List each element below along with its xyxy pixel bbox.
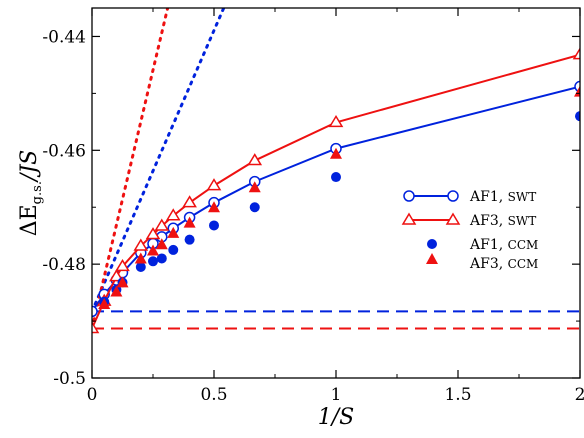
x-axis-title: 1/S [318, 405, 354, 430]
series-af3-ccm-point [134, 252, 147, 264]
series-af3-swt-point [109, 269, 124, 282]
legend-marker-af1-swt-left [403, 190, 415, 202]
series-af1-ccm-point [184, 234, 195, 245]
series-af3-swt-point [133, 238, 149, 251]
series-af3-ccm-point [183, 216, 196, 228]
legend: AF1, SWT AF3, SWT AF1, CCM AF3, CCM [401, 189, 538, 272]
series-af1-ccm-point [575, 111, 580, 122]
legend-entry-af3-ccm: AF3, CCM [426, 253, 538, 272]
legend-label-af1-ccm: AF1, CCM [469, 237, 538, 253]
x-tick-label: 2 [575, 385, 584, 405]
axis-ticks: 0 0.5 1 1.5 2 -0.5 -0.48 -0.46 -0.44 [42, 8, 584, 405]
series-af3-swt-point [206, 178, 222, 191]
series-af3-ccm-point [574, 85, 580, 97]
legend-marker-af3-ccm [426, 253, 438, 264]
legend-marker-af1-swt-right [447, 190, 459, 202]
series-af3-swt-point [247, 153, 263, 166]
y-axis-title-tail: /JS [17, 150, 42, 183]
series-af1-swt-point [92, 305, 98, 318]
reference-lines [92, 8, 580, 330]
y-axis-title-group: ΔEg.s./JS [17, 150, 45, 237]
series-af3-ccm-point [248, 181, 261, 193]
y-tick-label: -0.5 [53, 369, 86, 389]
legend-label-af3-ccm: AF3, CCM [469, 256, 538, 272]
dotted-reference-line [92, 8, 170, 330]
series-af3-swt-point [165, 208, 181, 221]
series-layer [92, 47, 580, 334]
legend-marker-af1-ccm [427, 239, 437, 249]
x-tick-label: 0.5 [200, 385, 227, 405]
series-af3-swt-point [328, 114, 344, 128]
legend-entry-af1-swt: AF1, SWT [403, 189, 536, 205]
series-af3-swt-point [572, 47, 580, 60]
series-af1-ccm-point [156, 253, 167, 264]
series-af1-ccm-point [148, 256, 158, 267]
series-af3-ccm-point [116, 276, 129, 288]
series-af3-ccm-point [155, 238, 168, 250]
legend-marker-af3-swt-left [401, 212, 417, 225]
series-af3-ccm-point [330, 147, 342, 159]
series-af3-ccm-point [147, 244, 159, 256]
series-af3-swt-point [182, 195, 197, 208]
series-af3-swt-point [145, 227, 161, 240]
series-af3-swt-point [115, 258, 130, 272]
legend-entry-af3-swt: AF3, SWT [401, 212, 536, 229]
dotted-reference-line [92, 8, 226, 313]
y-axis-title: ΔEg.s./JS [17, 150, 45, 237]
series-af3-swt-point [154, 218, 170, 231]
series-af3-ccm-point [208, 201, 220, 213]
y-tick-label: -0.46 [42, 141, 86, 161]
series-af3-ccm-point [98, 298, 111, 309]
y-axis-title-main: ΔE [17, 204, 42, 236]
x-tick-label: 1 [331, 385, 342, 405]
series-af3-ccm-point [110, 285, 123, 297]
y-axis-title-sub: g.s. [30, 181, 45, 204]
legend-entry-af1-ccm: AF1, CCM [427, 237, 538, 253]
legend-label-af1-swt: AF1, SWT [469, 189, 536, 205]
y-tick-label: -0.48 [42, 255, 86, 275]
legend-marker-af3-swt-right [445, 212, 461, 225]
y-tick-label: -0.44 [42, 27, 86, 47]
x-tick-label: 0 [87, 385, 98, 405]
series-af1-ccm-point [331, 172, 341, 183]
series-af1-ccm-point [168, 244, 179, 255]
series-af3-swt-point [92, 321, 100, 334]
series-af1-ccm-point [135, 262, 146, 272]
series-af1-ccm-point [209, 220, 219, 231]
legend-label-af3-swt: AF3, SWT [469, 213, 536, 229]
series-af1-ccm-point [249, 202, 260, 213]
x-tick-label: 1.5 [444, 385, 471, 405]
series-af3-ccm-point [167, 226, 180, 238]
